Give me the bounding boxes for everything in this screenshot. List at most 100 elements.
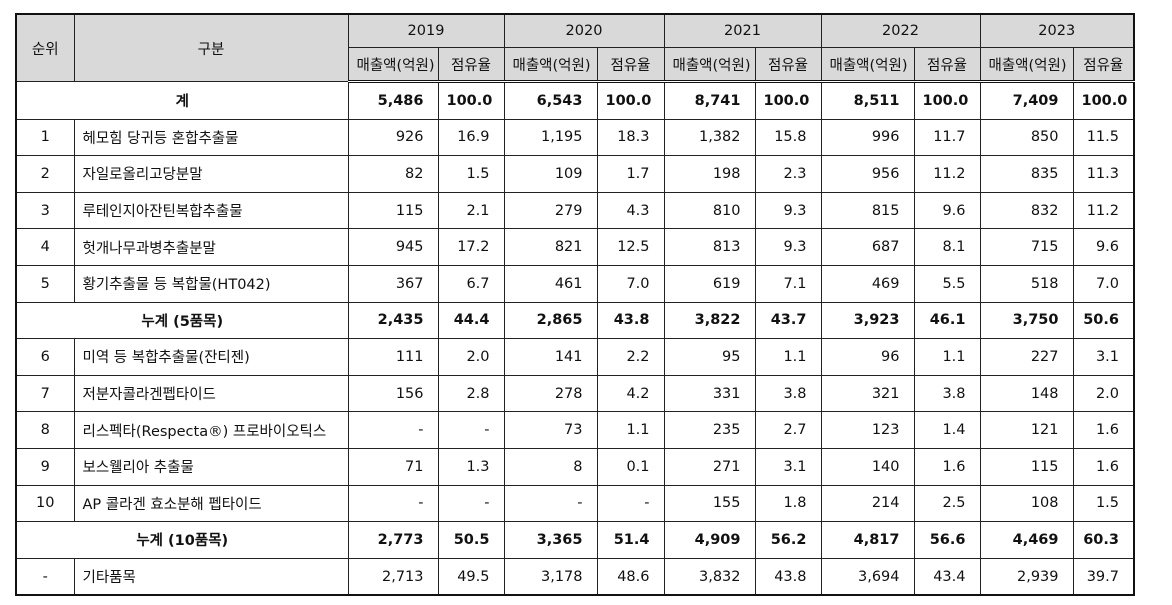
share-cell: 1.7 (596, 155, 665, 193)
share-cell: 1.4 (913, 411, 981, 449)
share-cell: 2.7 (754, 411, 822, 449)
sales-cell: 835 (979, 155, 1074, 193)
subtotal-label: 누계 (5품목) (15, 301, 349, 340)
sales-cell: 148 (979, 374, 1074, 413)
sales-cell: 71 (347, 447, 439, 486)
header-year: 2019 (347, 13, 505, 48)
subtotal-row: 누계 (10품목) 2,773 50.5 3,365 51.4 4,909 56.2 4,81… (15, 521, 1135, 559)
sales-cell: 321 (820, 374, 915, 413)
share-cell: 1.1 (754, 338, 822, 376)
product-name-cell: 미역 등 복합추출물(잔티젠) (73, 338, 349, 376)
share-cell: 16.9 (437, 118, 505, 157)
sales-cell: 140 (820, 447, 915, 486)
sales-cell: 996 (820, 118, 915, 157)
sales-cell: 278 (503, 374, 598, 413)
share-cell: 1.8 (754, 484, 822, 523)
rank-cell: 2 (15, 155, 75, 193)
sales-cell: 821 (503, 228, 598, 266)
sales-cell: 956 (820, 155, 915, 193)
share-cell: 51.4 (596, 521, 665, 559)
share-cell: 1.6 (1072, 411, 1135, 449)
rank-cell: 5 (15, 264, 75, 303)
sales-cell: 6,543 (503, 81, 598, 120)
sales-cell: 198 (663, 155, 756, 193)
sales-cell: 279 (503, 191, 598, 230)
sales-cell: 155 (663, 484, 756, 523)
header-sales: 매출액(억원) (663, 47, 756, 83)
share-cell: 2.5 (913, 484, 981, 523)
share-cell: 60.3 (1072, 521, 1135, 559)
table-row: 1 헤모힘 당귀등 혼합추출물 926 16.9 1,195 18.3 1,382 15.8 9… (15, 118, 1135, 157)
share-cell: 56.2 (754, 521, 822, 559)
sales-cell: 619 (663, 264, 756, 303)
share-cell: 43.8 (754, 557, 822, 596)
share-cell: 39.7 (1072, 557, 1135, 596)
sales-cell: - (503, 484, 598, 523)
share-cell: 2.1 (437, 191, 505, 230)
sales-cell: 832 (979, 191, 1074, 230)
share-cell: 11.2 (913, 155, 981, 193)
header-share: 점유율 (437, 47, 505, 83)
share-cell: 3.1 (754, 447, 822, 486)
header-share: 점유율 (1072, 47, 1135, 83)
share-cell: - (437, 484, 505, 523)
sales-cell: 115 (347, 191, 439, 230)
subtotal-row: 계 5,486 100.0 6,543 100.0 8,741 100.0 8,511 100.… (15, 81, 1135, 120)
sales-cell: 2,865 (503, 301, 598, 340)
sales-cell: 815 (820, 191, 915, 230)
sales-cell: - (347, 411, 439, 449)
share-cell: 1.6 (913, 447, 981, 486)
share-cell: 11.5 (1072, 118, 1135, 157)
share-cell: 18.3 (596, 118, 665, 157)
rank-cell: 10 (15, 484, 75, 523)
subtotal-label: 누계 (10품목) (15, 521, 349, 559)
product-name-cell: 리스펙타(Respecta®) 프로바이오틱스 (73, 411, 349, 449)
sales-cell: 115 (979, 447, 1074, 486)
rank-cell: 1 (15, 118, 75, 157)
sales-cell: 810 (663, 191, 756, 230)
header-year: 2023 (979, 13, 1135, 48)
sales-cell: 518 (979, 264, 1074, 303)
share-cell: 7.1 (754, 264, 822, 303)
share-cell: 4.2 (596, 374, 665, 413)
share-cell: 9.3 (754, 228, 822, 266)
share-cell: 2.0 (1072, 374, 1135, 413)
share-cell: 3.1 (1072, 338, 1135, 376)
share-cell: 6.7 (437, 264, 505, 303)
product-name-cell: 헤모힘 당귀등 혼합추출물 (73, 118, 349, 157)
share-cell: 48.6 (596, 557, 665, 596)
share-cell: 1.3 (437, 447, 505, 486)
share-cell: 7.0 (1072, 264, 1135, 303)
header-share: 점유율 (913, 47, 981, 83)
sales-cell: 850 (979, 118, 1074, 157)
sales-cell: 8 (503, 447, 598, 486)
rank-cell: 6 (15, 338, 75, 376)
sales-ranking-table: 순위 구분 2019 2020 2021 2022 2023 매출액(억원) 점… (15, 13, 1135, 597)
share-cell: 9.6 (1072, 228, 1135, 266)
sales-cell: 3,822 (663, 301, 756, 340)
table-row: - 기타품목 2,713 49.5 3,178 48.6 3,832 43.8 3,694 43.… (15, 557, 1135, 596)
header-share: 점유율 (596, 47, 665, 83)
share-cell: 1.5 (437, 155, 505, 193)
sales-cell: 2,773 (347, 521, 439, 559)
share-cell: 100.0 (754, 81, 822, 120)
share-cell: 100.0 (437, 81, 505, 120)
sales-cell: 5,486 (347, 81, 439, 120)
sales-cell: 1,382 (663, 118, 756, 157)
share-cell: 2.0 (437, 338, 505, 376)
sales-cell: 1,195 (503, 118, 598, 157)
sales-cell: - (347, 484, 439, 523)
sales-cell: 108 (979, 484, 1074, 523)
table-row: 3 루테인지아잔틴복합추출물 115 2.1 279 4.3 810 9.3 815 9.6 832… (15, 191, 1135, 230)
share-cell: 44.4 (437, 301, 505, 340)
table-row: 5 황기추출물 등 복합물(HT042) 367 6.7 461 7.0 619 7.1 469… (15, 264, 1135, 303)
header-sales: 매출액(억원) (820, 47, 915, 83)
sales-cell: 8,511 (820, 81, 915, 120)
header-sales: 매출액(억원) (979, 47, 1074, 83)
sales-cell: 4,909 (663, 521, 756, 559)
share-cell: 1.1 (596, 411, 665, 449)
sales-cell: 271 (663, 447, 756, 486)
sales-cell: 2,713 (347, 557, 439, 596)
rank-cell: 3 (15, 191, 75, 230)
sales-cell: 367 (347, 264, 439, 303)
